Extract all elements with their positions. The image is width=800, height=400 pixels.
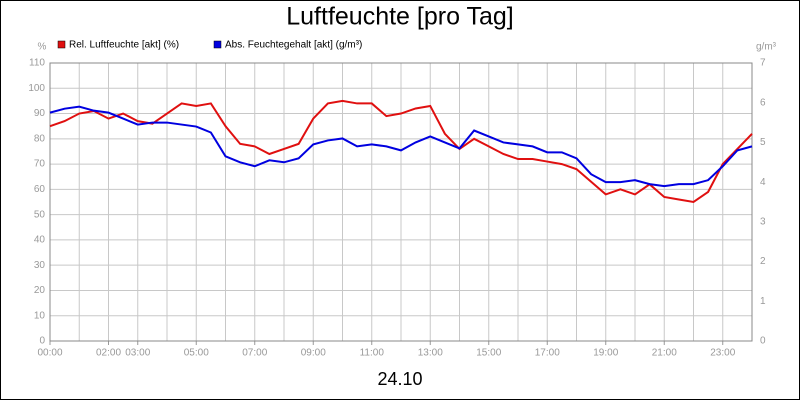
x-tick-label: 09:00 [301, 348, 326, 359]
y2-tick-label: 6 [760, 97, 766, 108]
y2-tick-label: 4 [760, 177, 766, 188]
y-tick-label: 40 [34, 235, 46, 246]
legend: Rel. Luftfeuchte [akt] (%) Abs. Feuchtege… [57, 40, 362, 51]
legend-swatch [213, 40, 222, 49]
y-tick-label: 60 [34, 184, 46, 195]
x-tick-label: 03:00 [125, 348, 150, 359]
y2-axis-label: g/m³ [756, 42, 777, 53]
plot-frame [49, 62, 753, 342]
data-line [49, 99, 753, 204]
x-tick-label: 15:00 [476, 348, 501, 359]
x-tick-label: 23:00 [710, 348, 735, 359]
y-tick-label: 30 [34, 260, 46, 271]
legend-swatch [57, 40, 66, 49]
y-tick-label: 80 [34, 133, 46, 144]
x-tick-label: 07:00 [242, 348, 267, 359]
x-tick-label: 19:00 [593, 348, 618, 359]
x-tick-label: 21:00 [652, 348, 677, 359]
y-tick-label: 0 [39, 336, 45, 347]
legend-label: Abs. Feuchtegehalt [akt] (g/m³) [225, 40, 362, 51]
y-tick-label: 70 [34, 159, 46, 170]
data-line [49, 105, 753, 188]
y-tick-label: 20 [34, 285, 46, 296]
chart-title: Luftfeuchte [pro Tag] [286, 3, 513, 31]
x-tick-label: 17:00 [535, 348, 560, 359]
y2-tick-label: 0 [760, 336, 766, 347]
y-tick-label: 110 [29, 58, 45, 69]
x-tick-label: 00:00 [37, 348, 62, 359]
legend-label: Rel. Luftfeuchte [akt] (%) [69, 40, 179, 51]
y2-tick-label: 2 [760, 256, 766, 267]
y2-tick-label: 5 [760, 137, 766, 148]
y-tick-label: 90 [34, 108, 46, 119]
y-tick-label: 100 [28, 83, 45, 94]
x-tick-label: 11:00 [360, 348, 385, 359]
y2-tick-label: 3 [760, 216, 766, 227]
y2-tick-label: 1 [760, 296, 766, 307]
x-tick-label: 02:00 [96, 348, 121, 359]
x-axis-label: 24.10 [377, 369, 422, 389]
y2-tick-label: 7 [760, 58, 766, 69]
y-axis-label: % [38, 42, 47, 53]
y-tick-label: 10 [34, 310, 46, 321]
y-tick-label: 50 [34, 209, 46, 220]
x-tick-label: 05:00 [184, 348, 209, 359]
x-tick-label: 13:00 [418, 348, 443, 359]
